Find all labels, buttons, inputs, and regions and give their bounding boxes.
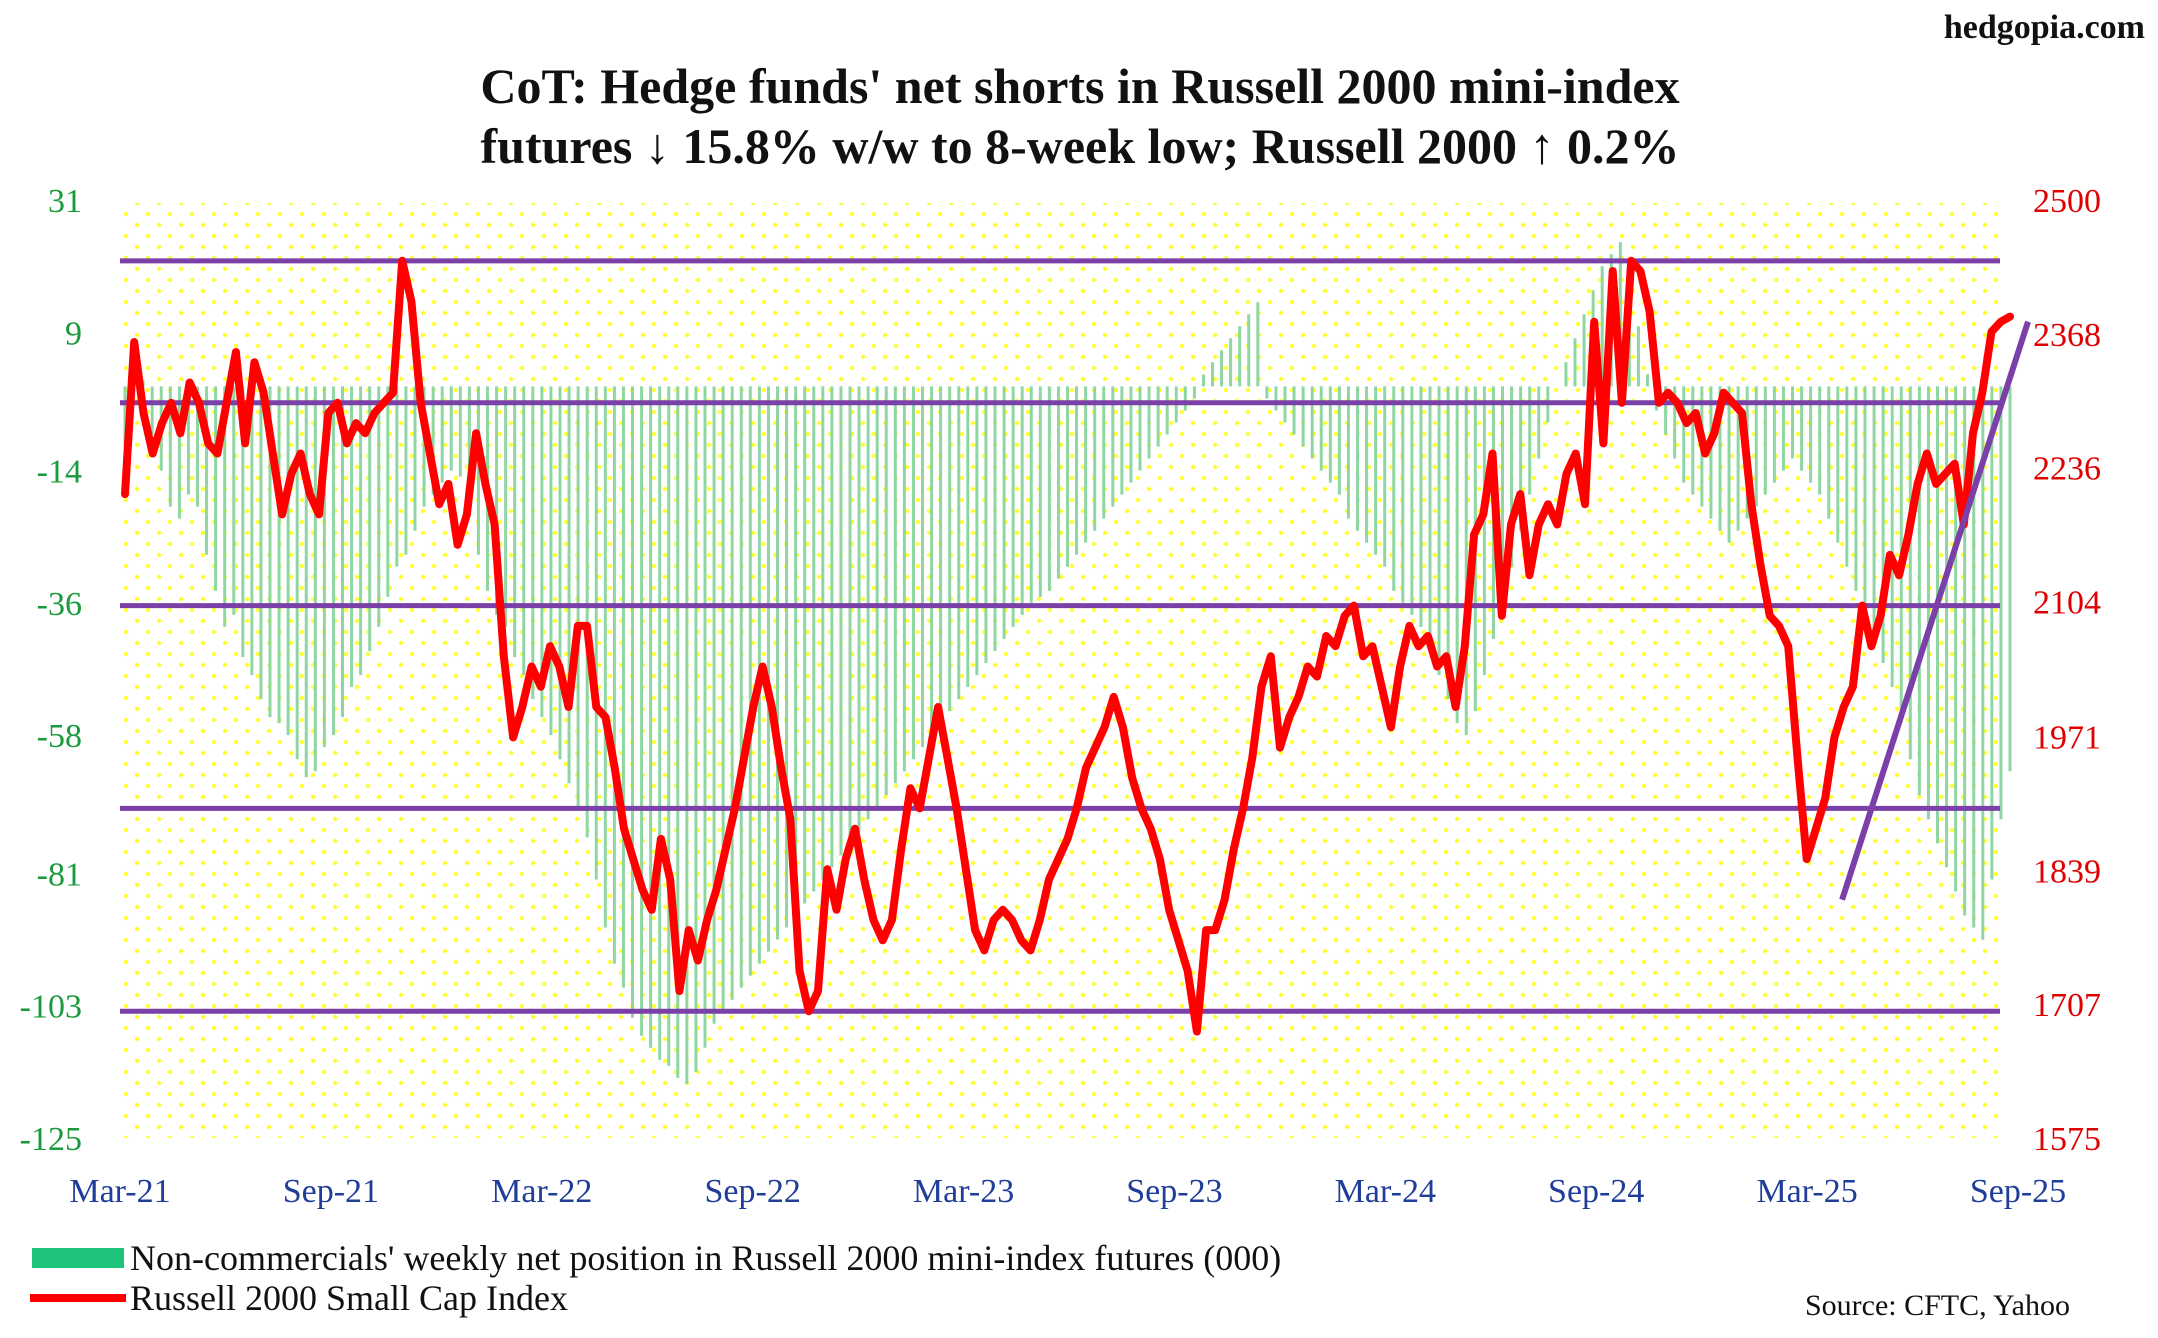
reference-lines [120, 258, 2000, 1014]
x-tick-label: Sep-24 [1548, 1173, 1644, 1210]
left-tick-label: -36 [37, 586, 82, 623]
x-tick-label: Mar-21 [69, 1173, 170, 1210]
left-tick-label: -103 [20, 989, 82, 1026]
legend: Non-commercials' weekly net position in … [30, 1238, 1281, 1318]
plot-area [120, 203, 2000, 1138]
right-tick-label: 2368 [2033, 317, 2101, 354]
left-tick-label: 31 [48, 183, 82, 220]
right-tick-label: 2500 [2033, 183, 2101, 220]
x-tick-label: Sep-21 [283, 1173, 379, 1210]
left-tick-label: 9 [65, 315, 82, 352]
x-axis: Mar-21 Sep-21 Mar-22 Sep-22 Mar-23 Sep-23 Mar-… [69, 1173, 2066, 1210]
legend-bars-label: Non-commercials' weekly net position in … [130, 1238, 1281, 1278]
x-tick-label: Mar-23 [913, 1173, 1014, 1210]
trendline-layer [1839, 320, 2031, 901]
right-tick-label: 2104 [2033, 585, 2101, 622]
watermark: hedgopia.com [1944, 9, 2145, 46]
left-tick-label: -125 [20, 1121, 82, 1158]
right-tick-label: 1839 [2033, 853, 2101, 890]
legend-line-label: Russell 2000 Small Cap Index [130, 1278, 568, 1318]
right-tick-label: 1575 [2033, 1121, 2101, 1158]
right-tick-label: 1971 [2033, 719, 2101, 756]
left-tick-label: -58 [37, 718, 82, 755]
chart-title-line-1: CoT: Hedge funds' net shorts in Russell … [480, 58, 1679, 114]
russell-2000-line [121, 256, 2014, 1036]
left-tick-label: -14 [37, 454, 82, 491]
right-axis: 2500 2368 2236 2104 1971 1839 1707 1575 [2033, 183, 2101, 1158]
left-tick-label: -81 [37, 856, 82, 893]
x-tick-label: Mar-22 [491, 1173, 592, 1210]
index-line-layer [121, 256, 2014, 1036]
x-tick-label: Mar-25 [1756, 1173, 1857, 1210]
x-tick-label: Sep-25 [1970, 1173, 2066, 1210]
trendline [1839, 320, 2031, 901]
source-note: Source: CFTC, Yahoo [1805, 1289, 2070, 1322]
chart-title-line-2: futures ↓ 15.8% w/w to 8-week low; Russe… [480, 118, 1679, 174]
x-tick-label: Sep-22 [705, 1173, 801, 1210]
left-axis: 31 9 -14 -36 -58 -81 -103 -125 [20, 183, 82, 1158]
right-tick-label: 2236 [2033, 451, 2101, 488]
right-tick-label: 1707 [2033, 987, 2101, 1024]
net-position-bars [123, 242, 2012, 1084]
x-tick-label: Sep-23 [1126, 1173, 1222, 1210]
legend-bar-swatch [32, 1248, 124, 1268]
x-tick-label: Mar-24 [1335, 1173, 1436, 1210]
